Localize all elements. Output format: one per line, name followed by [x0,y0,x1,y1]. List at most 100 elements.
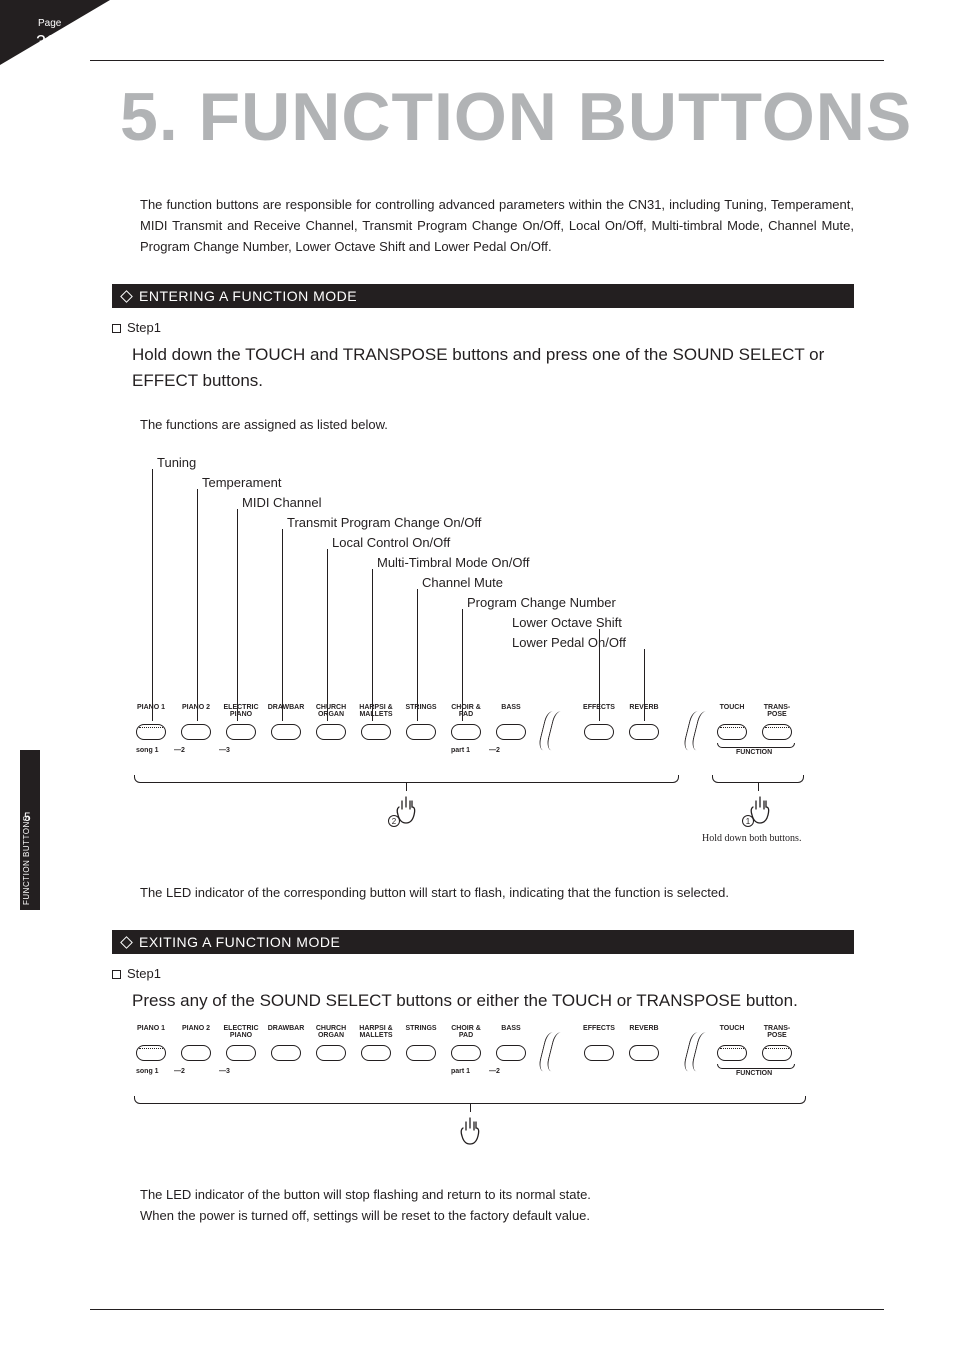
panel-button [271,1045,301,1061]
button-label: CHOIR &PAD [444,705,488,718]
button-label: TOUCH [710,705,754,712]
button-sublabel: 2 [496,1068,500,1075]
panel-break [542,711,564,747]
panel-button [762,1045,792,1061]
button-sublabel: 3 [226,747,230,754]
button-label: ELECTRICPIANO [219,705,263,718]
button-sublabel: 2 [181,1068,185,1075]
hand-icon [456,1116,484,1148]
diagram-exit: PIANO 1 song 1 PIANO 2 2 ELECTRICPIANO 3 DRAWB… [132,1028,854,1158]
hold-note: Hold down both buttons. [702,833,801,844]
dash: — [489,1068,496,1075]
panel-button [361,724,391,740]
function-line [372,569,373,721]
underbrace-right [712,775,804,783]
button-sublabel: part 1 [451,747,470,754]
button-label: BASS [489,705,533,712]
panel-button [584,1045,614,1061]
circled-1-icon: 1 [742,815,754,827]
panel-button [361,1045,391,1061]
button-label: CHURCHORGAN [309,1026,353,1039]
step-label-text: Step1 [127,320,161,335]
panel-button [406,724,436,740]
button-sublabel: song 1 [136,1068,159,1075]
function-line [282,529,283,721]
panel-button [271,724,301,740]
function-line [327,549,328,721]
diamond-icon [120,290,133,303]
panel-button [181,1045,211,1061]
button-label: EFFECTS [577,705,621,712]
panel-button [496,724,526,740]
panel-button [406,1045,436,1061]
panel-button [451,724,481,740]
button-label: PIANO 2 [174,705,218,712]
brace-tick [758,783,759,791]
panel-button [316,1045,346,1061]
function-label: Transmit Program Change On/Off [287,515,481,530]
panel-button [226,1045,256,1061]
button-label: TRANS-POSE [755,1026,799,1039]
button-label: DRAWBAR [264,1026,308,1033]
section-bar-entering: ENTERING A FUNCTION MODE [112,284,854,308]
button-panel-exit: PIANO 1 song 1 PIANO 2 2 ELECTRICPIANO 3 DRAWB… [132,1028,854,1086]
dash: — [174,1068,181,1075]
button-sublabel: song 1 [136,747,159,754]
panel-break [687,1032,709,1068]
function-label: Multi-Timbral Mode On/Off [377,555,529,570]
brace-tick [470,1104,471,1112]
bottom-rule [90,1309,884,1310]
function-label: Local Control On/Off [332,535,450,550]
button-label: HARPSI &MALLETS [354,705,398,718]
function-label: Lower Pedal On/Off [512,635,626,650]
function-brace [717,1064,795,1069]
panel-button [136,724,166,740]
led-note: The LED indicator of the corresponding b… [140,883,854,904]
intro-text: The function buttons are responsible for… [140,195,854,257]
button-label: DRAWBAR [264,705,308,712]
button-label: CHOIR &PAD [444,1026,488,1039]
button-label: PIANO 1 [129,1026,173,1033]
exit-note-2: When the power is turned off, settings w… [140,1206,854,1227]
function-underlabel: FUNCTION [736,1070,772,1077]
button-label: STRINGS [399,705,443,712]
panel-button [629,1045,659,1061]
panel-button [226,724,256,740]
dash: — [219,747,226,754]
button-label: PIANO 2 [174,1026,218,1033]
function-line [152,469,153,721]
function-label: Lower Octave Shift [512,615,622,630]
panel-button [316,724,346,740]
function-line [237,509,238,721]
button-label: ELECTRICPIANO [219,1026,263,1039]
diagram-enter: TuningTemperamentMIDI ChannelTransmit Pr… [132,445,854,865]
button-label: CHURCHORGAN [309,705,353,718]
chapter-title: 5. FUNCTION BUTTONS [120,78,912,156]
panel-button [181,724,211,740]
function-line [197,489,198,721]
panel-button [762,724,792,740]
function-label: MIDI Channel [242,495,321,510]
function-line [417,589,418,721]
section-title-entering: ENTERING A FUNCTION MODE [139,288,357,304]
step-note-enter: The functions are assigned as listed bel… [140,415,854,436]
step-label-exit: Step1 [112,966,161,981]
dash: — [174,747,181,754]
underbrace-exit [134,1096,806,1104]
panel-button [136,1045,166,1061]
button-panel-enter: PIANO 1song 1PIANO 22ELECTRICPIANO3DRAWB… [132,707,854,765]
panel-break [542,1032,564,1068]
page-number: 36 [36,32,56,53]
square-icon [112,970,121,979]
button-label: PIANO 1 [129,705,173,712]
section-title-exiting: EXITING A FUNCTION MODE [139,934,340,950]
step-label-enter: Step1 [112,320,161,335]
section-bar-exiting: EXITING A FUNCTION MODE [112,930,854,954]
exit-note-1: The LED indicator of the button will sto… [140,1185,854,1206]
dash: — [219,1068,226,1075]
diamond-icon [120,936,133,949]
dash: — [489,747,496,754]
top-rule [90,60,884,61]
button-sublabel: 3 [226,1068,230,1075]
panel-button [584,724,614,740]
